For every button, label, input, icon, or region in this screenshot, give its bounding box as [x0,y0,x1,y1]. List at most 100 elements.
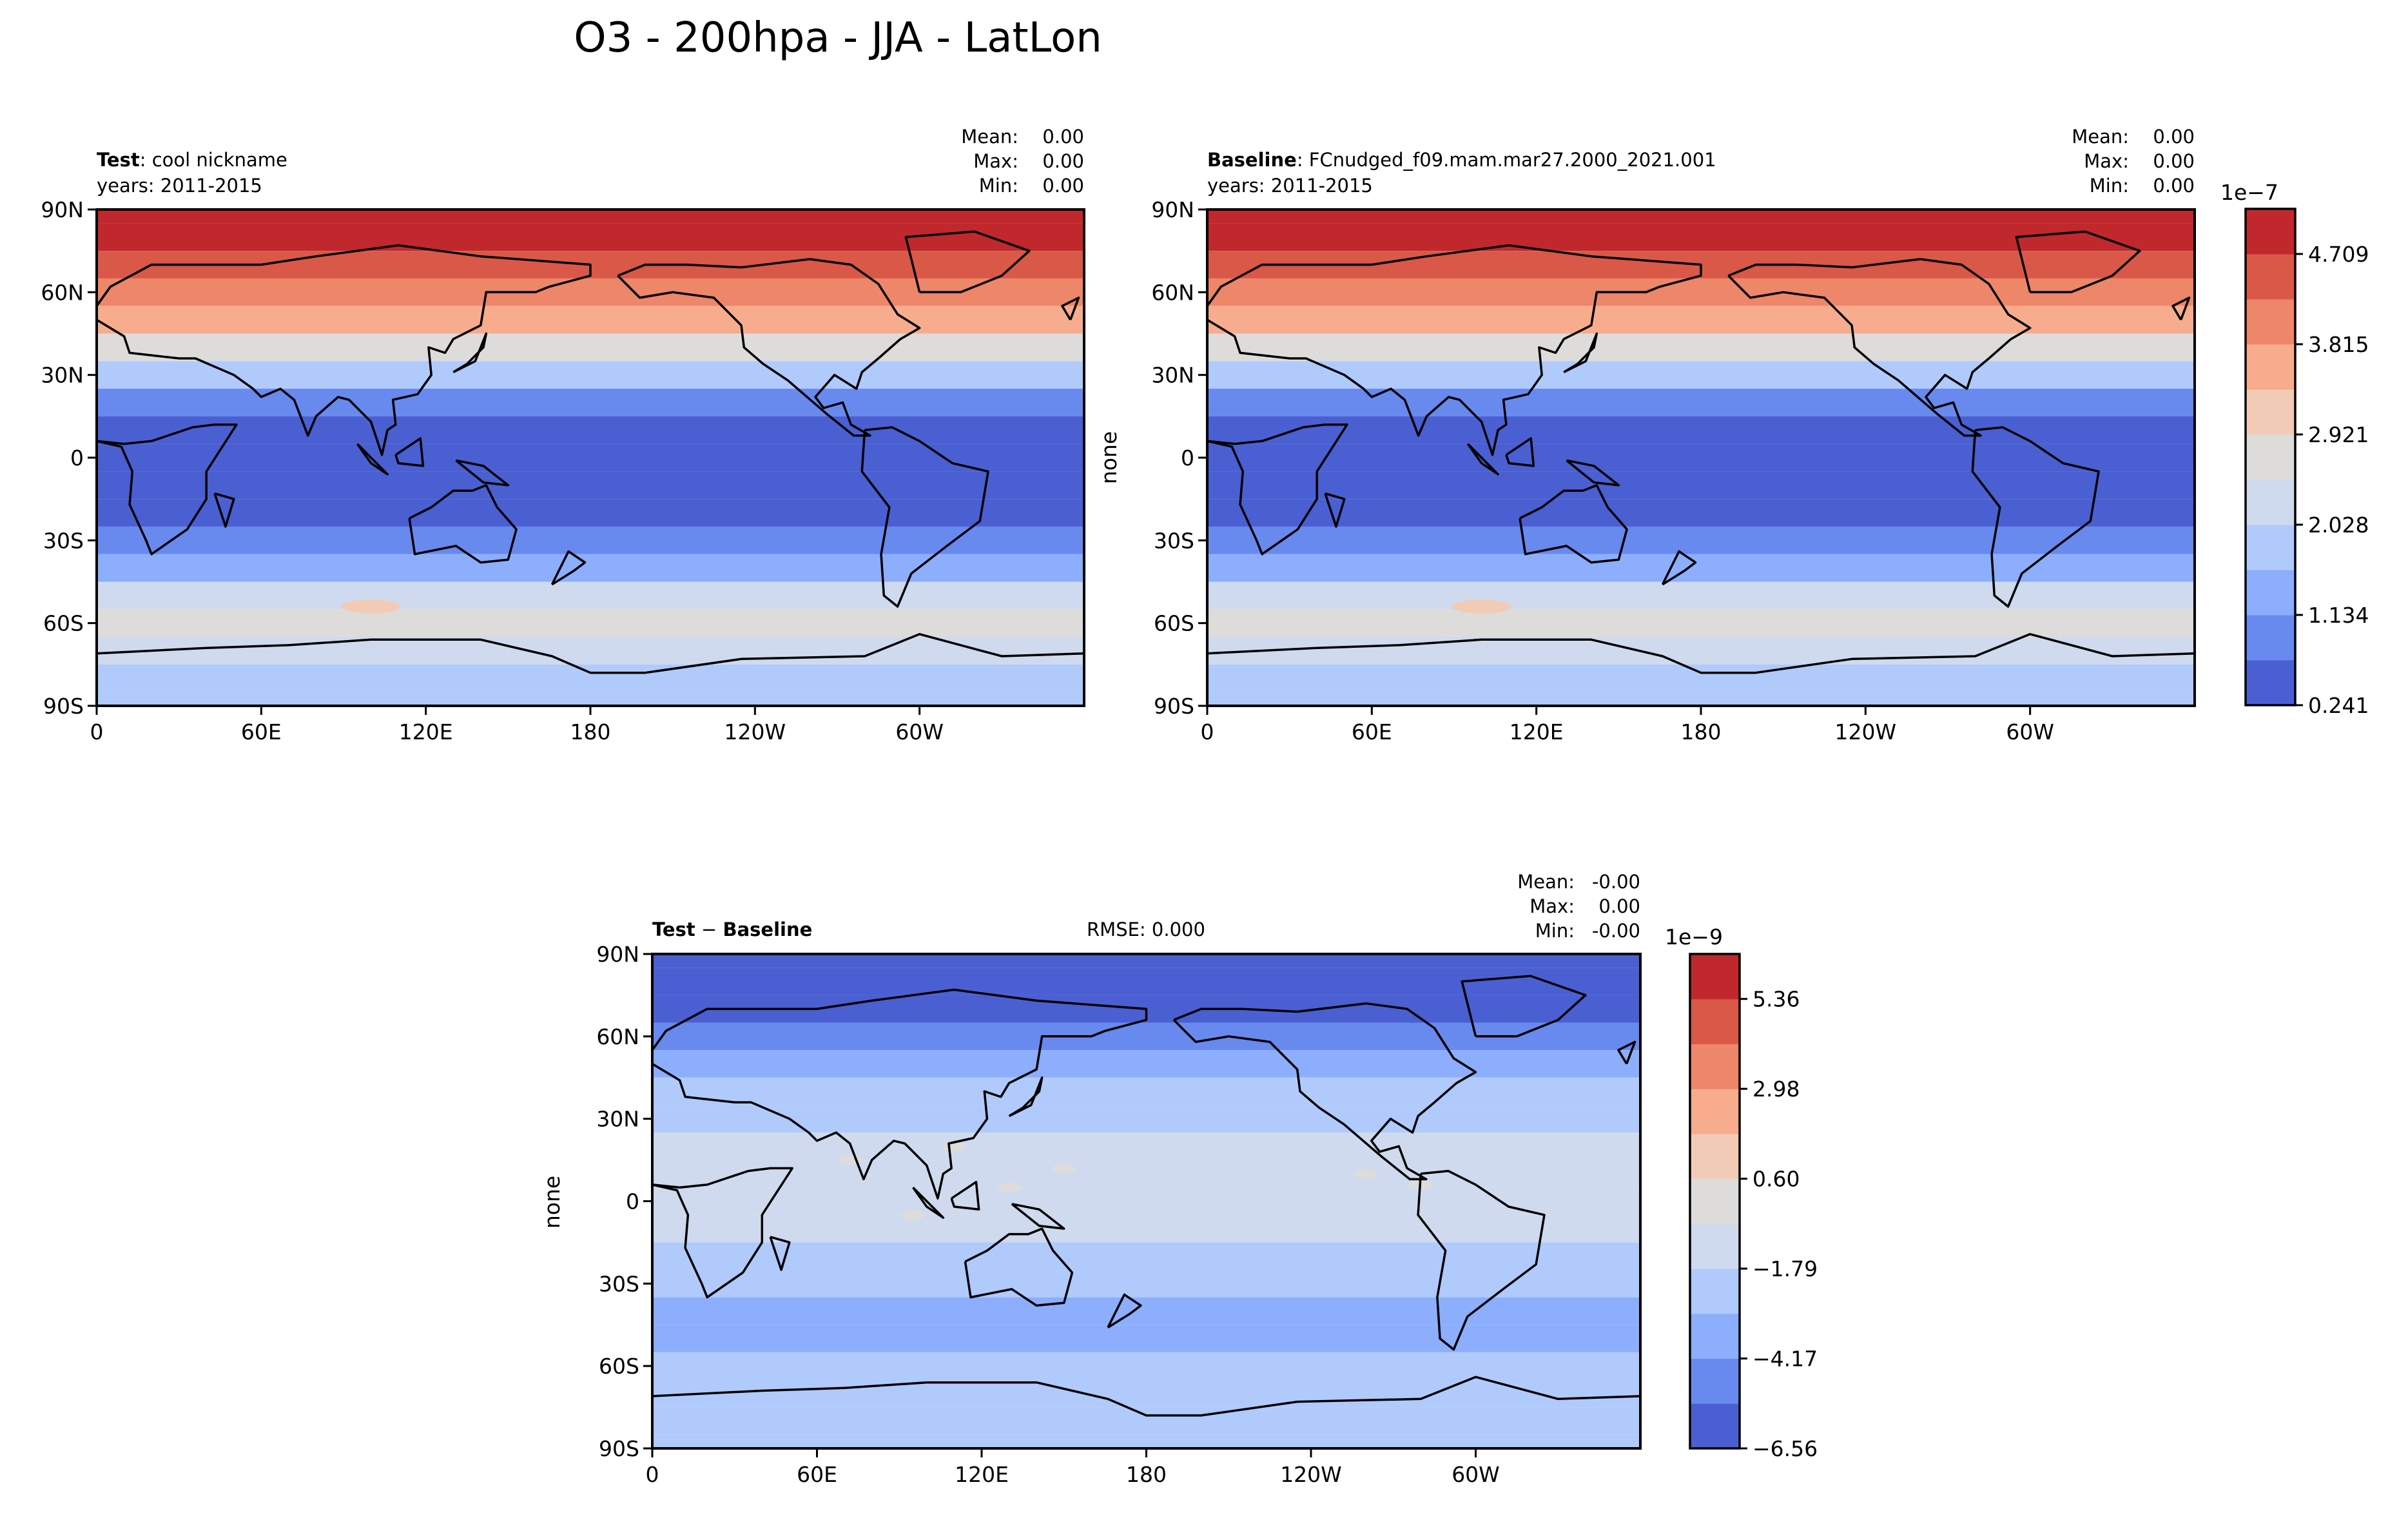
band-level [97,361,1084,389]
band-level [1207,333,2195,362]
coastline [1061,297,1080,320]
y-tick-label: 60N [41,280,84,305]
band-level [652,1132,1640,1160]
x-tick-label: 60E [1352,719,1392,744]
coastline [1566,459,1620,487]
colorbar-segment [1690,1269,1740,1314]
band-level [1207,306,2195,334]
colorbar-segment [1690,1313,1740,1359]
rmse-text: RMSE: 0.000 [1087,919,1205,940]
coastline [652,1167,793,1299]
colorbar-tick-label: 0.60 [1753,1167,1800,1192]
coastline [1461,975,1587,1038]
band-level [652,1105,1640,1133]
band-level [97,664,1084,692]
y-tick-label: 90S [599,1436,639,1461]
stat-max-value: 0.00 [1598,895,1640,917]
band-level [97,554,1084,582]
band-level [1207,554,2195,582]
band-level [1207,471,2195,500]
band-level [97,306,1084,334]
coastline [1011,1203,1065,1230]
band-level [1207,692,2195,706]
x-tick-label: 120W [724,719,786,744]
colorbar-frame [2244,208,2296,706]
coastline [1971,426,2100,608]
x-tick-label: 120W [1280,1462,1342,1487]
stat-min-label: Min: [1535,920,1575,942]
coastline [1661,550,1697,586]
colorbar: 1e−9 5.36 2.98 0.60 −1.79 −4.17 −6.56 [1665,924,1818,1461]
panel-header-bold: Baseline [1207,149,1297,171]
speckle-patch [901,1210,925,1220]
band-level [1207,278,2195,306]
panel-header-bold: Test [97,149,140,171]
band-level [652,1160,1640,1188]
coastline [769,1236,791,1271]
colorbar-segment [1690,998,1740,1044]
x-tick-label: 60E [797,1462,837,1487]
band-level [652,1050,1640,1078]
y-tick-label: 60N [1151,280,1194,305]
coastline [1207,244,1702,456]
field-bands [652,954,1640,1448]
coastline [1172,1002,1477,1181]
coastline [652,1376,1640,1417]
stat-max-label: Max: [973,150,1018,172]
band-level [652,1297,1640,1325]
band-level [97,278,1084,306]
y-tick-label: 90N [41,197,84,222]
y-tick-label: 90N [1151,197,1194,222]
colorbar-tick-label: 4.709 [2308,242,2369,267]
colorbar-segment [1690,1178,1740,1224]
coastline [1617,1040,1636,1065]
x-axis: 0 60E 120E 180 120W 60W [646,1448,1500,1487]
colorbar-tick-label: 1.134 [2308,603,2369,628]
colorbar-segment [2246,209,2295,255]
coastline [97,244,592,456]
colorbar-segment [2246,434,2295,480]
band-level [1207,416,2195,444]
x-tick-label: 60W [1452,1462,1500,1487]
coastline [1207,423,1348,556]
panel-baseline: Baseline: FCnudged_f09.mam.mar27.2000_20… [1096,126,2369,744]
band-level [1207,361,2195,389]
stat-min-label: Min: [2090,175,2129,197]
x-tick-label: 60W [2006,719,2054,744]
coastline [617,258,921,437]
panel-header: Test: cool nickname [97,149,287,171]
coastlines [1207,230,2195,674]
panel-header-text: : cool nickname [140,149,287,171]
x-tick-label: 0 [1201,719,1214,744]
colorbar-segment [1690,1044,1740,1089]
x-tick-label: 180 [1126,1462,1167,1487]
colorbar-exponent: 1e−9 [1665,924,1723,949]
coastline [1324,492,1346,528]
x-tick-label: 120E [1510,719,1564,744]
band-level [652,1214,1640,1243]
stat-mean-label: Mean: [961,126,1018,148]
y-tick-label: 60S [1154,611,1194,636]
y-tick-label: 30N [41,363,84,388]
colorbar: 1e−7 4.709 3.815 2.921 2.028 1.134 0.241 [2220,180,2369,718]
coastline [1008,1076,1044,1117]
y-axis: 90N 60N 30N 0 30S 60S 90S [596,942,652,1461]
y-tick-label: 30S [1154,528,1194,553]
band-level [97,609,1084,637]
stat-mean-value: -0.00 [1592,871,1640,893]
x-tick-label: 180 [1681,719,1722,744]
band-level [97,223,1084,251]
band-level [1207,581,2195,610]
panel-header-text: : FCnudged_f09.mam.mar27.2000_2021.001 [1297,149,1716,171]
band-level [1207,389,2195,416]
anomaly-patch [1452,599,1511,614]
colorbar-tick-label: 2.028 [2308,512,2369,538]
field-anomaly [341,599,401,614]
y-tick-label: 90S [43,694,84,719]
coastline [1563,332,1598,373]
coastline [408,484,518,564]
x-tick-label: 0 [90,719,104,744]
x-tick-label: 120W [1835,719,1897,744]
colorbar-tick-label: 3.815 [2308,332,2369,357]
